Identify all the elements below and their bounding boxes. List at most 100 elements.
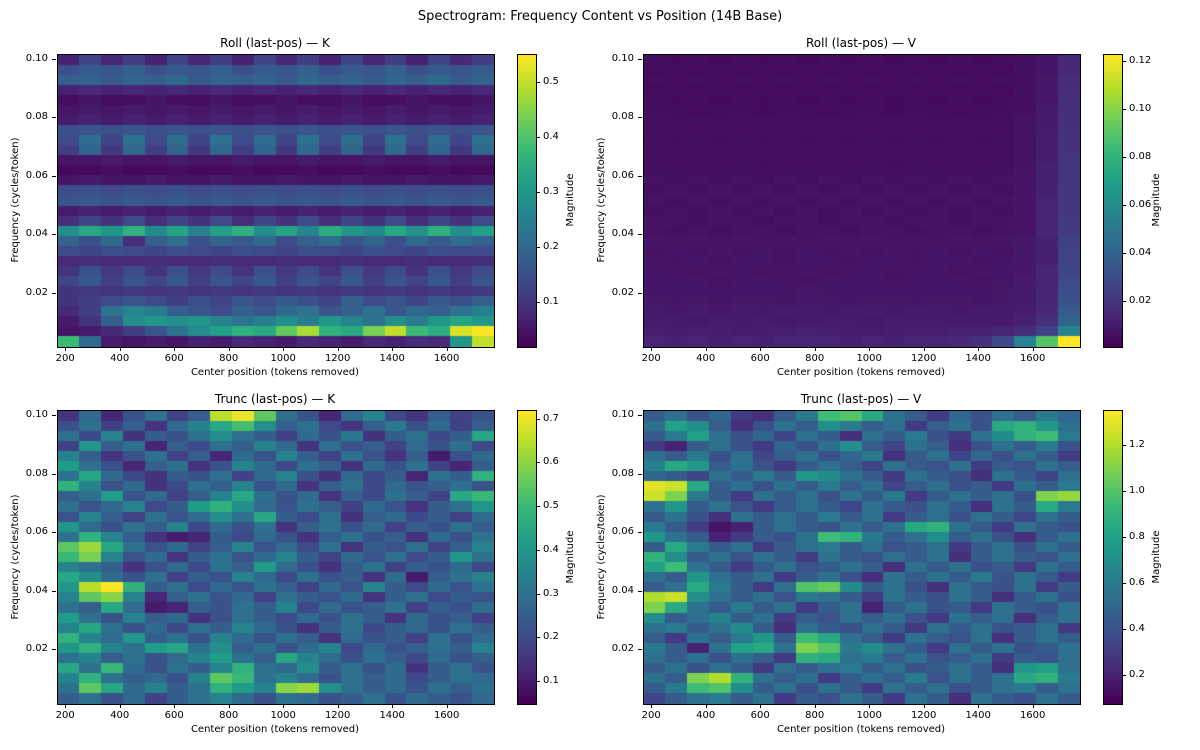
y-tick-label: 0.10 xyxy=(611,52,634,64)
colorbar-tick xyxy=(1122,583,1126,585)
x-tick xyxy=(392,347,394,351)
x-axis-label: Center position (tokens removed) xyxy=(776,724,946,735)
figure-title: Spectrogram: Frequency Content vs Positi… xyxy=(417,9,783,24)
y-axis-label: Frequency (cycles/token) xyxy=(596,493,607,620)
x-tick-label: 1600 xyxy=(433,353,460,364)
colorbar-tick xyxy=(1122,490,1126,492)
x-tick-label: 1000 xyxy=(270,353,296,364)
y-tick xyxy=(52,117,56,119)
heatmap-trunc-k xyxy=(57,410,495,705)
colorbar-tick-label: 0.08 xyxy=(1129,150,1152,162)
y-tick-label: 0.06 xyxy=(611,526,634,538)
x-tick xyxy=(283,704,285,708)
colorbar-tick-label: 0.4 xyxy=(543,130,559,142)
x-tick-label: 1600 xyxy=(1019,710,1046,721)
x-tick-label: 1200 xyxy=(324,710,351,721)
x-tick xyxy=(923,704,925,708)
y-tick xyxy=(52,58,56,60)
x-tick xyxy=(814,704,816,708)
x-tick-label: 400 xyxy=(696,710,716,721)
x-tick xyxy=(1032,704,1034,708)
y-tick-label: 0.06 xyxy=(25,169,48,181)
y-tick-label: 0.08 xyxy=(611,111,634,123)
x-tick xyxy=(446,704,448,708)
x-tick xyxy=(869,347,871,351)
x-tick-label: 1400 xyxy=(379,353,405,364)
colorbar-trunc-v xyxy=(1103,410,1123,705)
x-tick xyxy=(283,347,285,351)
colorbar-tick-label: 0.3 xyxy=(543,587,559,599)
x-tick xyxy=(174,347,176,351)
y-tick xyxy=(638,234,642,236)
y-tick xyxy=(52,590,56,592)
colorbar-tick xyxy=(536,549,540,551)
x-tick-label: 1400 xyxy=(965,353,991,364)
x-tick xyxy=(337,347,339,351)
x-tick xyxy=(814,347,816,351)
y-axis-label: Frequency (cycles/token) xyxy=(10,137,21,263)
colorbar-tick xyxy=(536,506,540,508)
x-tick-label: 1200 xyxy=(910,353,937,364)
x-tick-label: 1400 xyxy=(965,710,991,721)
colorbar-tick-label: 1.2 xyxy=(1129,438,1145,450)
y-tick-label: 0.08 xyxy=(25,467,48,479)
y-axis-label: Frequency (cycles/token) xyxy=(10,493,21,620)
colorbar-tick-label: 0.6 xyxy=(1129,577,1145,589)
y-tick xyxy=(52,292,56,294)
x-tick xyxy=(446,347,448,351)
x-tick xyxy=(923,347,925,351)
x-tick-label: 400 xyxy=(110,353,130,364)
colorbar-label: Magnitude xyxy=(565,173,576,227)
x-tick xyxy=(65,347,67,351)
y-tick-label: 0.10 xyxy=(25,408,48,420)
colorbar-tick-label: 0.4 xyxy=(1129,623,1145,635)
x-tick-label: 200 xyxy=(55,353,75,364)
x-tick-label: 800 xyxy=(805,353,825,364)
x-tick xyxy=(760,704,762,708)
x-tick-label: 200 xyxy=(641,710,661,721)
y-tick xyxy=(638,649,642,651)
y-tick xyxy=(52,532,56,534)
colorbar-tick xyxy=(1122,300,1126,302)
x-tick xyxy=(760,347,762,351)
subplot-title-trunc-v: Trunc (last-pos) — V xyxy=(800,392,922,406)
y-tick xyxy=(638,58,642,60)
colorbar-tick xyxy=(1122,61,1126,63)
colorbar-tick-label: 0.1 xyxy=(543,675,559,687)
y-tick-label: 0.04 xyxy=(611,228,634,240)
y-tick xyxy=(638,175,642,177)
y-tick-label: 0.06 xyxy=(611,169,634,181)
colorbar-tick-label: 0.4 xyxy=(543,543,559,555)
colorbar-tick-label: 0.12 xyxy=(1129,55,1152,67)
colorbar-roll-k xyxy=(517,54,537,348)
x-tick-label: 600 xyxy=(750,353,770,364)
colorbar-tick xyxy=(1122,204,1126,206)
colorbar-tick xyxy=(1122,675,1126,677)
colorbar-tick xyxy=(536,418,540,420)
colorbar-tick-label: 0.10 xyxy=(1129,103,1152,115)
y-tick-label: 0.08 xyxy=(611,467,634,479)
colorbar-tick-label: 0.04 xyxy=(1129,246,1152,258)
y-tick xyxy=(52,649,56,651)
colorbar-tick-label: 0.2 xyxy=(543,631,559,643)
x-tick-label: 200 xyxy=(55,710,75,721)
y-tick xyxy=(52,175,56,177)
colorbar-tick-label: 0.3 xyxy=(543,185,559,197)
x-tick-label: 600 xyxy=(164,353,184,364)
y-tick-label: 0.04 xyxy=(25,584,48,596)
x-tick xyxy=(119,347,121,351)
y-tick xyxy=(638,473,642,475)
colorbar-tick xyxy=(536,637,540,639)
x-tick xyxy=(705,704,707,708)
x-tick-label: 200 xyxy=(641,353,661,364)
colorbar-tick-label: 0.1 xyxy=(543,295,559,307)
colorbar-label: Magnitude xyxy=(1151,530,1162,583)
colorbar-tick-label: 1.0 xyxy=(1129,484,1145,496)
x-tick-label: 400 xyxy=(110,710,130,721)
x-tick-label: 1600 xyxy=(1019,353,1046,364)
y-tick xyxy=(638,532,642,534)
colorbar-tick xyxy=(1122,252,1126,254)
x-tick xyxy=(337,704,339,708)
x-tick xyxy=(65,704,67,708)
y-tick-label: 0.04 xyxy=(25,228,48,240)
